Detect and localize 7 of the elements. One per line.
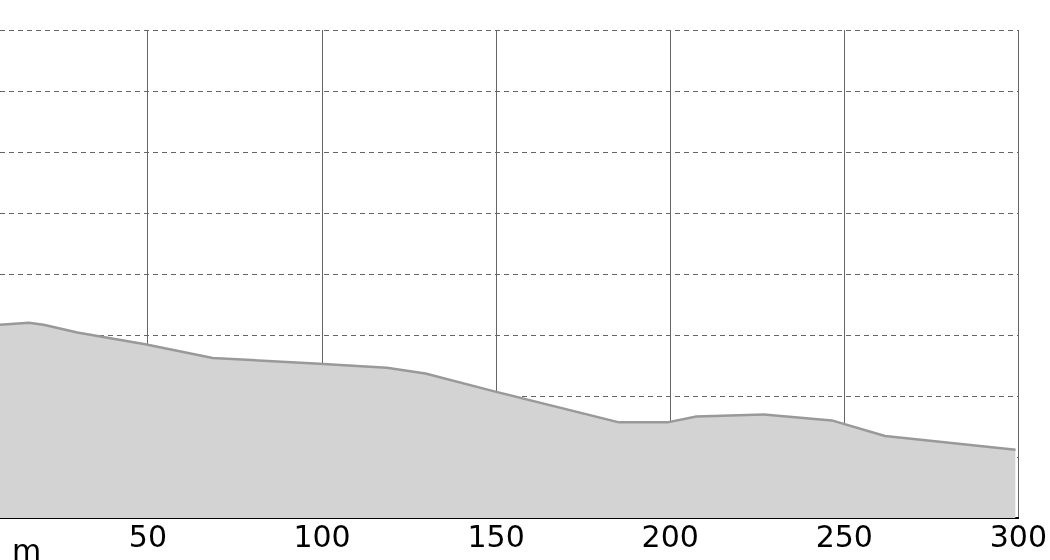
x-axis-title: m — [12, 532, 42, 560]
x-tick-label: 300 — [989, 518, 1047, 554]
x-tick-label: 150 — [467, 518, 525, 554]
x-tick-label: 200 — [641, 518, 699, 554]
x-tick-label: 100 — [293, 518, 351, 554]
x-tick-label: 250 — [815, 518, 873, 554]
x-tick-label: 50 — [128, 518, 168, 554]
